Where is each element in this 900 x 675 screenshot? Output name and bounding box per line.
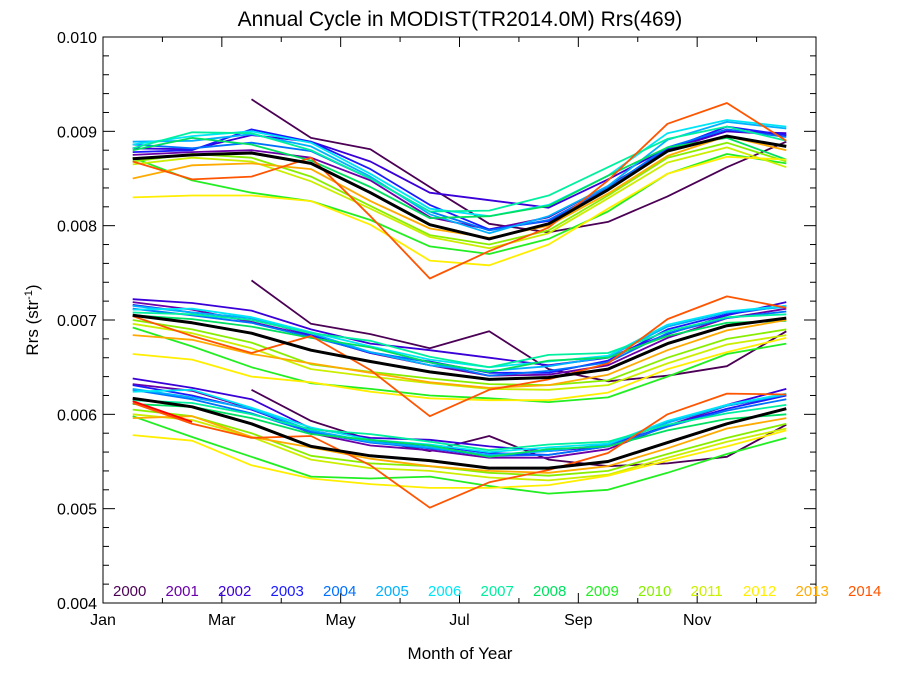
- series-line-2008-lower: [132, 403, 787, 458]
- series-line-2011-lower: [132, 413, 787, 482]
- series-line-2006-upper: [132, 119, 787, 218]
- y-axis-label: Rrs (str-1): [23, 284, 42, 355]
- x-axis: Jan Mar May Jul Sep Nov: [90, 37, 817, 629]
- series-line-2004-middle: [132, 307, 787, 377]
- legend-entry: 2014: [848, 583, 881, 600]
- series-line-2014-lower: [132, 392, 787, 509]
- y-tick-label: 0.005: [57, 502, 97, 519]
- y-tick-label: 0.007: [57, 313, 97, 330]
- y-tick-label: 0.006: [57, 407, 97, 424]
- y-axis-label-main: Rrs (str: [23, 300, 42, 356]
- series-line-2000-middle: [250, 279, 787, 383]
- x-axis-label: Month of Year: [408, 644, 513, 663]
- y-tick-label: 0.004: [57, 596, 97, 613]
- legend-entry: 2011: [691, 583, 723, 600]
- plot-frame: [102, 36, 817, 604]
- series-line-2013-lower: [132, 415, 787, 474]
- chart-title: Annual Cycle in MODIST(TR2014.0M) Rrs(46…: [238, 8, 683, 31]
- series-line-Mean-lower: [132, 396, 787, 470]
- y-axis-label-sup: -1: [23, 290, 35, 300]
- series-line-2012-upper: [132, 155, 787, 267]
- x-tick-label: Sep: [564, 612, 593, 629]
- y-axis: 0.004 0.005 0.006 0.007 0.008 0.009 0.010: [57, 30, 816, 613]
- y-axis-label-close: ): [23, 284, 42, 290]
- legend-entry: 2005: [376, 583, 409, 600]
- series-line-2015-lower: [132, 400, 193, 423]
- series-line-2010-lower: [132, 408, 787, 477]
- series-line-2011-middle: [132, 322, 787, 391]
- series-line-2010-middle: [132, 319, 787, 387]
- series-lines: [132, 98, 787, 509]
- series-line-2011-upper: [132, 146, 787, 250]
- legend: 2000 2001 2002 2003 2004 2005 2006 2007 2008 2009…: [113, 583, 881, 600]
- series-line-Mean-upper: [132, 134, 787, 241]
- legend-entry: 2013: [796, 583, 829, 600]
- legend-entry: 2007: [481, 583, 514, 600]
- series-line-2007-middle: [132, 311, 787, 369]
- series-line-2000-upper: [251, 98, 787, 234]
- series-line-2006-middle: [132, 304, 787, 369]
- x-tick-label: Jul: [449, 612, 469, 629]
- x-tick-label: Mar: [208, 612, 236, 629]
- series-line-2014-upper: [132, 102, 787, 280]
- legend-entry: 2001: [166, 583, 199, 600]
- series-line-2013-middle: [132, 319, 787, 389]
- legend-entry: 2006: [428, 583, 461, 600]
- legend-entry: 2004: [323, 583, 356, 600]
- legend-entry: 2012: [743, 583, 776, 600]
- series-line-2010-upper: [132, 141, 787, 246]
- series-line-2008-upper: [132, 136, 787, 220]
- series-line-Mean-middle: [132, 313, 787, 381]
- legend-entry: 2003: [271, 583, 304, 600]
- series-line-2014-middle: [132, 295, 787, 418]
- series-line-2012-middle: [132, 337, 787, 402]
- x-tick-label: Nov: [683, 612, 711, 629]
- series-line-2007-upper: [132, 125, 787, 213]
- series-line-2009-middle: [132, 326, 787, 404]
- legend-entry: 2002: [218, 583, 251, 600]
- series-line-2006-lower: [132, 388, 787, 454]
- x-tick-label: May: [326, 612, 356, 629]
- legend-entry: 2000: [113, 583, 146, 600]
- x-tick-label: Jan: [90, 612, 116, 629]
- y-tick-label: 0.008: [57, 219, 97, 236]
- series-line-2007-lower: [132, 399, 787, 452]
- legend-entry: 2008: [533, 583, 566, 600]
- legend-entry: 2010: [638, 583, 671, 600]
- series-line-2005-middle: [132, 304, 787, 372]
- legend-entry: 2009: [586, 583, 619, 600]
- series-line-2008-middle: [132, 314, 787, 373]
- y-tick-label: 0.009: [57, 124, 97, 141]
- series-line-2012-lower: [132, 429, 787, 489]
- series-line-2009-lower: [132, 415, 787, 495]
- y-tick-label: 0.010: [57, 30, 97, 47]
